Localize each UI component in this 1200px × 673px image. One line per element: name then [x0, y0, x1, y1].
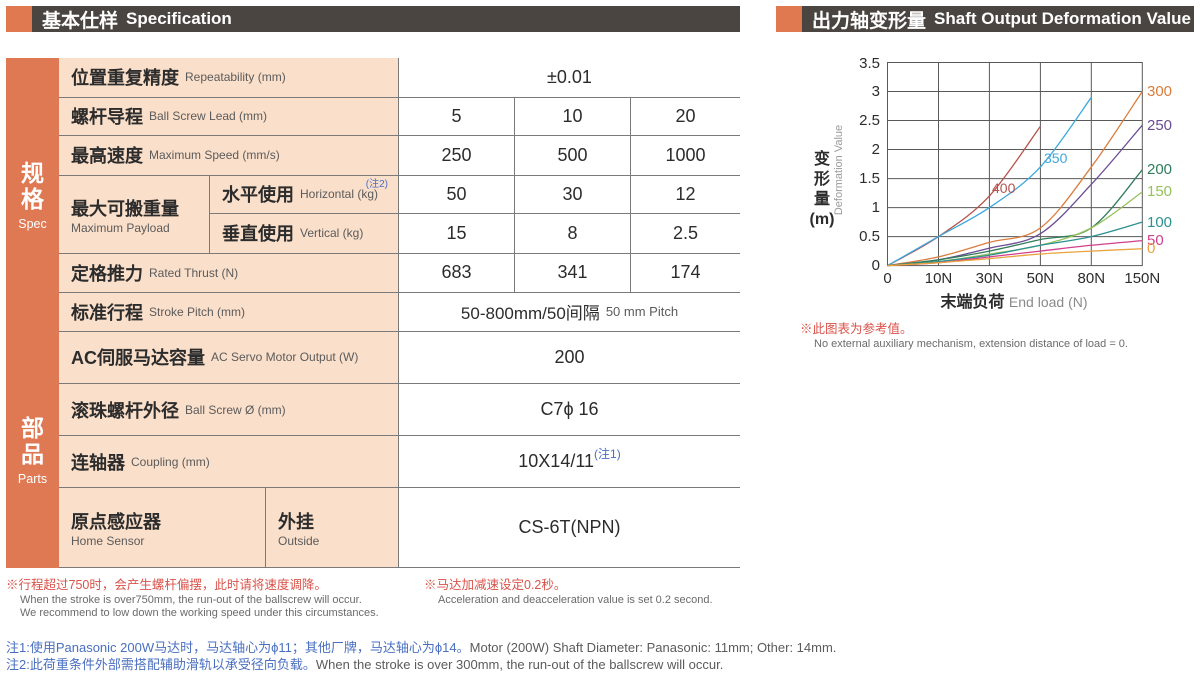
svg-text:2: 2	[872, 141, 880, 158]
svg-text:350: 350	[1044, 150, 1068, 166]
svg-text:3.5: 3.5	[859, 55, 880, 72]
svg-text:0.5: 0.5	[859, 228, 880, 245]
svg-text:200: 200	[1147, 161, 1172, 178]
svg-text:30N: 30N	[976, 270, 1004, 287]
svg-text:50N: 50N	[1027, 270, 1055, 287]
svg-text:0: 0	[1147, 240, 1155, 257]
svg-text:150N: 150N	[1124, 270, 1160, 287]
svg-text:0: 0	[872, 257, 880, 274]
svg-text:1.5: 1.5	[859, 170, 880, 187]
svg-text:10N: 10N	[925, 270, 953, 287]
svg-text:80N: 80N	[1078, 270, 1106, 287]
svg-text:250: 250	[1147, 117, 1172, 134]
svg-text:400: 400	[992, 180, 1016, 196]
svg-text:末端负荷 End load (N): 末端负荷 End load (N)	[940, 292, 1087, 311]
svg-text:100: 100	[1147, 214, 1172, 231]
svg-text:2.5: 2.5	[859, 112, 880, 129]
svg-text:150: 150	[1147, 183, 1172, 200]
svg-text:300: 300	[1147, 83, 1172, 100]
svg-text:1: 1	[872, 199, 880, 216]
svg-text:0: 0	[883, 270, 891, 287]
svg-text:3: 3	[872, 83, 880, 100]
